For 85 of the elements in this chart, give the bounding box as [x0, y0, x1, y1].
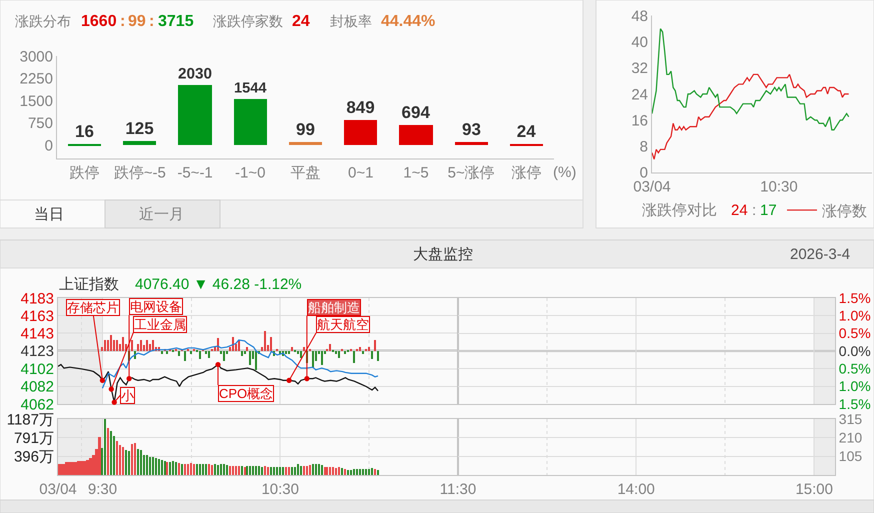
text: 24 — [292, 13, 310, 30]
data-label: 16 — [75, 122, 94, 141]
text: 44.44% — [381, 13, 436, 30]
y-tick-label: 40 — [631, 34, 648, 52]
y-tick-label: 4143 — [20, 325, 54, 342]
x-tick-label: -1~0 — [235, 164, 266, 182]
data-label: 694 — [402, 103, 430, 122]
text: 涨跌停家数 — [213, 13, 283, 29]
text: 大盘监控 — [413, 246, 473, 263]
annotation: 电网设备 — [130, 299, 182, 314]
y-tick-label: 4102 — [20, 361, 54, 378]
y-tick-label: 16 — [631, 112, 648, 130]
annotation: 小 — [121, 388, 134, 403]
x-tick-label: 0~1 — [348, 164, 374, 182]
y-tick-label: 3000 — [20, 48, 53, 66]
x-tick-label: 9:30 — [88, 481, 118, 498]
text: 近一月 — [139, 206, 184, 223]
y-tick-label: 32 — [631, 60, 648, 78]
y-tick-label: 2250 — [20, 70, 53, 88]
y-tick-label: 1.5% — [838, 396, 871, 412]
x-tick-label: 5~涨停 — [448, 164, 495, 182]
x-tick-label: 跌停~-5 — [114, 164, 166, 182]
x-tick-label: 平盘 — [290, 164, 320, 182]
text: 3715 — [158, 13, 194, 30]
data-label: 24 — [516, 122, 536, 141]
y-tick-label: 750 — [28, 115, 53, 132]
text: : — [149, 13, 154, 30]
annotation: 船舶制造 — [308, 300, 360, 315]
text: 2026-3-4 — [790, 246, 850, 263]
y-tick-label: 4163 — [20, 308, 54, 325]
text: 当日 — [34, 206, 64, 223]
x-tick-label: 1~5 — [403, 164, 429, 182]
chart-title: 上证指数 — [59, 276, 119, 293]
y-tick-label: 48 — [631, 8, 648, 25]
y-tick-label: 105 — [838, 448, 862, 464]
text: 17 — [760, 202, 777, 219]
y-tick-label: 0.5% — [838, 360, 871, 377]
data-label: 849 — [346, 98, 375, 117]
y-tick-label: 0.0% — [838, 342, 871, 359]
x-tick-label: 10:30 — [760, 178, 798, 196]
y-tick-label: 1.5% — [838, 290, 871, 306]
x-axis-title: (%) — [553, 164, 576, 181]
x-tick-label: 11:30 — [440, 481, 476, 498]
y-tick-label: 4183 — [20, 290, 54, 308]
y-tick-label: 0.5% — [838, 325, 871, 342]
legend-label: 涨停数 — [822, 202, 867, 220]
annotation: CPO概念 — [219, 386, 274, 401]
x-tick-label: 跌停 — [70, 164, 100, 182]
text: 1660 — [81, 13, 117, 30]
text: 封板率 — [330, 13, 372, 29]
y-tick-label: 0 — [44, 137, 53, 154]
x-tick-label: 14:00 — [617, 481, 655, 498]
y-tick-label: 4082 — [20, 378, 54, 396]
data-label: 93 — [462, 120, 481, 139]
y-tick-label: 1.0% — [838, 308, 871, 324]
text: 99 — [128, 13, 146, 30]
y-tick-label: 8 — [640, 138, 648, 156]
data-label: 1544 — [234, 80, 268, 97]
chart-title: 涨跌分布 — [15, 13, 71, 29]
y-tick-label: 1187万 — [6, 411, 54, 428]
x-tick-label: 涨停 — [511, 164, 542, 182]
text: 24 — [731, 202, 748, 219]
y-tick-label: 24 — [631, 86, 648, 104]
y-tick-label: 1.0% — [838, 378, 871, 394]
x-tick-label: 03/04 — [39, 481, 77, 498]
chart-subtitle: 4076.40 ▼ 46.28 -1.12% — [135, 276, 302, 293]
x-tick-label: 10:30 — [261, 481, 299, 498]
y-tick-label: 4062 — [20, 396, 54, 414]
y-tick-label: 1500 — [20, 92, 53, 110]
x-tick-label: -5~-1 — [177, 164, 213, 182]
y-tick-label: 396万 — [14, 448, 54, 466]
y-tick-label: 791万 — [14, 430, 54, 447]
text: : — [752, 202, 756, 219]
annotation: 工业金属 — [134, 317, 186, 332]
y-tick-label: 210 — [838, 430, 862, 446]
annotation: 存储芯片 — [67, 300, 119, 315]
y-tick-label: 4123 — [20, 342, 54, 360]
data-label: 99 — [296, 120, 315, 139]
data-label: 2030 — [178, 65, 212, 82]
data-label: 125 — [125, 119, 154, 138]
y-tick-label: 315 — [838, 410, 862, 427]
annotation: 航天航空 — [317, 317, 369, 332]
text: : — [120, 13, 126, 30]
x-tick-label: 15:00 — [795, 481, 833, 498]
text: 涨跌停对比 — [642, 202, 717, 219]
